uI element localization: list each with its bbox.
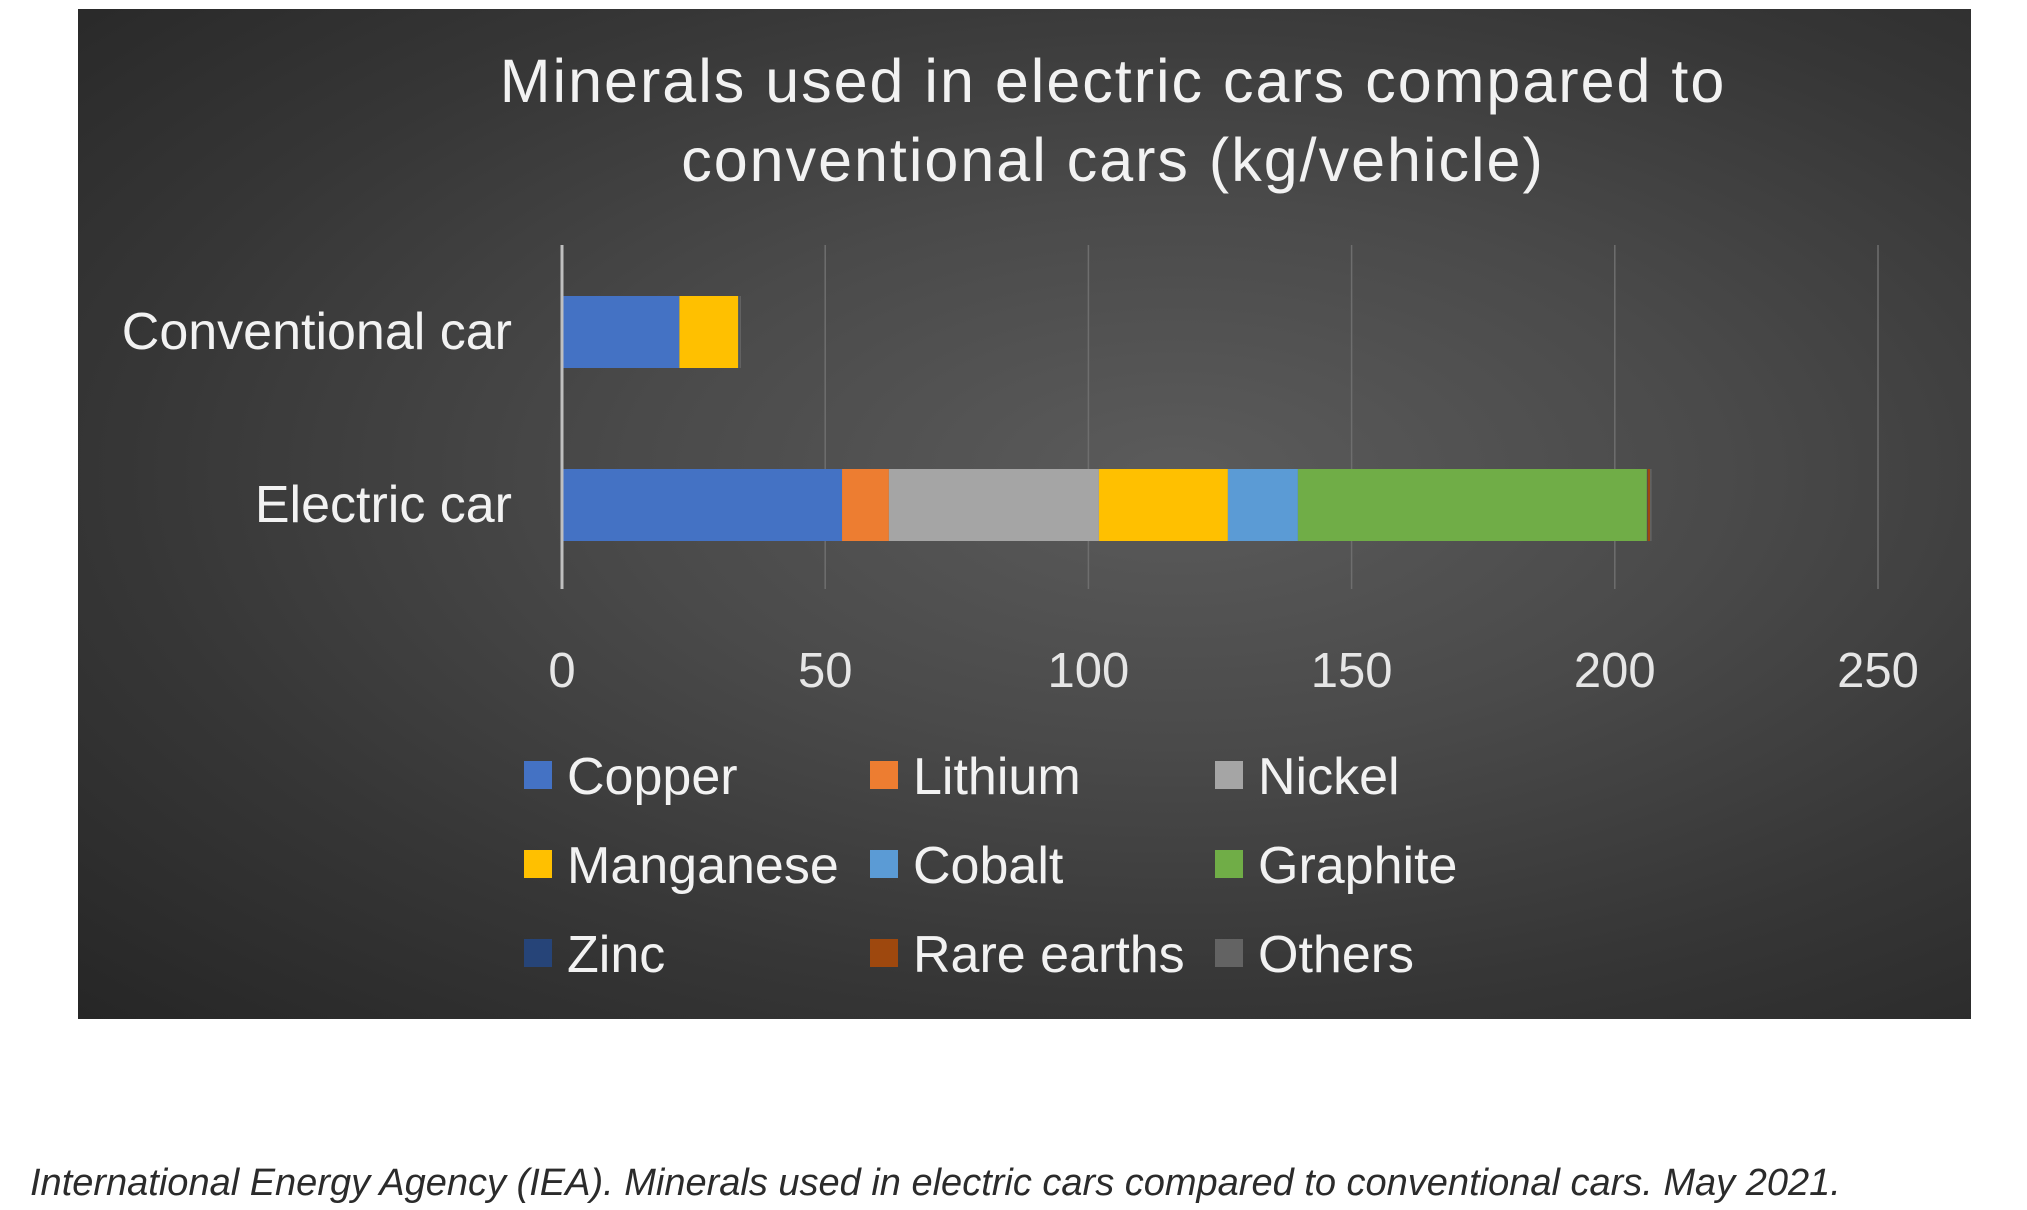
legend-swatch-graphite <box>1215 850 1243 878</box>
source-caption: International Energy Agency (IEA). Miner… <box>30 1162 1841 1204</box>
bar-electric-car-rare-earths <box>1647 469 1651 541</box>
legend-swatch-others <box>1215 939 1243 967</box>
x-tick-label-200: 200 <box>1574 644 1656 698</box>
bars <box>562 296 1652 541</box>
legend-swatch-rare-earths <box>870 939 898 967</box>
bar-electric-car-graphite <box>1297 469 1647 541</box>
legend-label-lithium: Lithium <box>913 748 1081 806</box>
bar-conventional-car-copper <box>562 296 680 368</box>
x-tick-label-250: 250 <box>1837 644 1919 698</box>
legend-label-copper: Copper <box>567 748 738 806</box>
category-labels: Conventional car Electric car <box>122 303 512 534</box>
chart-svg: Minerals used in electric cars compared … <box>122 47 1919 984</box>
category-label-conventional-car: Conventional car <box>122 303 512 361</box>
legend-label-others: Others <box>1258 926 1414 984</box>
bar-electric-car-copper <box>562 469 843 541</box>
bar-electric-car-lithium <box>842 469 889 541</box>
legend-label-cobalt: Cobalt <box>913 837 1064 895</box>
x-tick-label-0: 0 <box>548 644 575 698</box>
legend-label-nickel: Nickel <box>1258 748 1400 806</box>
x-tick-labels: 0 50 100 150 200 250 <box>548 644 1919 698</box>
bar-electric-car-others <box>1650 469 1652 541</box>
legend-swatch-nickel <box>1215 761 1243 789</box>
legend: Copper Lithium Nickel Manganese Cobalt Graphi… <box>524 748 1457 984</box>
x-tick-label-100: 100 <box>1048 644 1130 698</box>
bar-electric-car-cobalt <box>1227 469 1298 541</box>
bar-conventional-car-manganese <box>679 296 739 368</box>
bar-conventional-car-others <box>739 296 741 368</box>
category-label-electric-car: Electric car <box>255 476 512 534</box>
bar-electric-car-manganese <box>1098 469 1228 541</box>
legend-swatch-zinc <box>524 939 552 967</box>
bar-electric-car-zinc <box>1646 469 1648 541</box>
x-tick-label-50: 50 <box>798 644 853 698</box>
legend-swatch-copper <box>524 761 552 789</box>
x-tick-label-150: 150 <box>1311 644 1393 698</box>
legend-label-graphite: Graphite <box>1258 837 1457 895</box>
legend-swatch-lithium <box>870 761 898 789</box>
legend-label-zinc: Zinc <box>567 926 665 984</box>
legend-label-rare-earths: Rare earths <box>913 926 1185 984</box>
legend-label-manganese: Manganese <box>567 837 839 895</box>
chart-title-line-1: Minerals used in electric cars compared … <box>500 47 1727 115</box>
legend-swatch-manganese <box>524 850 552 878</box>
chart-title-line-2: conventional cars (kg/vehicle) <box>681 126 1545 194</box>
legend-swatch-cobalt <box>870 850 898 878</box>
bar-conventional-car-zinc <box>738 296 740 368</box>
chart-panel: Minerals used in electric cars compared … <box>78 9 1971 1019</box>
bar-electric-car-nickel <box>888 469 1099 541</box>
